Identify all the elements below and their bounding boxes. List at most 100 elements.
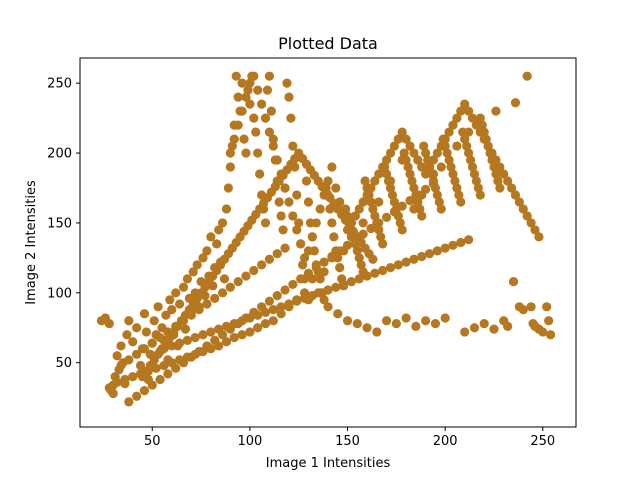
data-point <box>370 269 379 278</box>
data-point <box>353 319 362 328</box>
x-axis-label: Image 1 Intensities <box>266 456 391 471</box>
data-point <box>335 263 344 272</box>
y-axis-label: Image 2 Intensities <box>24 180 39 305</box>
data-point <box>542 302 551 311</box>
data-point <box>411 322 420 331</box>
data-point <box>386 176 395 185</box>
data-point <box>526 302 535 311</box>
data-point <box>323 302 332 311</box>
data-point <box>284 299 293 308</box>
data-point <box>175 299 184 308</box>
data-point <box>433 246 442 255</box>
data-point <box>292 225 301 234</box>
data-point <box>140 386 149 395</box>
data-point <box>368 255 377 264</box>
x-tick-label: 250 <box>530 434 555 449</box>
data-point <box>179 283 188 292</box>
data-point <box>132 323 141 332</box>
data-point <box>230 319 239 328</box>
data-point <box>175 339 184 348</box>
data-point <box>132 350 141 359</box>
y-tick-label: 50 <box>55 356 72 371</box>
data-point <box>120 375 129 384</box>
data-point <box>241 148 250 157</box>
data-point <box>534 232 543 241</box>
data-point <box>288 211 297 220</box>
data-point <box>124 316 133 325</box>
data-point <box>312 263 321 272</box>
data-point <box>402 313 411 322</box>
data-point <box>183 336 192 345</box>
data-point <box>124 397 133 406</box>
data-point <box>546 330 555 339</box>
data-point <box>372 327 381 336</box>
data-point <box>265 127 274 136</box>
data-point <box>253 86 262 95</box>
data-point <box>359 218 368 227</box>
data-point <box>237 316 246 325</box>
data-point <box>232 72 241 81</box>
y-tick-label: 100 <box>47 286 72 301</box>
data-point <box>142 327 151 336</box>
data-point <box>239 134 248 143</box>
data-point <box>273 249 282 258</box>
data-point <box>171 364 180 373</box>
data-point <box>140 309 149 318</box>
data-point <box>288 141 297 150</box>
y-tick-label: 200 <box>47 147 72 162</box>
data-point <box>257 260 266 269</box>
data-point <box>343 316 352 325</box>
data-point <box>234 120 243 129</box>
data-point <box>489 325 498 334</box>
data-point <box>378 266 387 275</box>
data-point <box>390 207 399 216</box>
data-point <box>230 333 239 342</box>
data-point <box>116 361 125 370</box>
data-point <box>409 204 418 213</box>
data-point <box>421 185 430 194</box>
data-point <box>503 322 512 331</box>
data-point <box>167 341 176 350</box>
data-point <box>374 197 383 206</box>
data-point <box>269 141 278 150</box>
data-point <box>312 218 321 227</box>
data-point <box>249 72 258 81</box>
data-point <box>257 100 266 109</box>
data-point <box>253 323 262 332</box>
data-point <box>284 197 293 206</box>
data-point <box>273 291 282 300</box>
data-point <box>226 283 235 292</box>
data-point <box>269 316 278 325</box>
data-point <box>302 176 311 185</box>
data-point <box>308 232 317 241</box>
data-point <box>202 299 211 308</box>
data-point <box>327 162 336 171</box>
data-point <box>206 232 215 241</box>
data-point <box>214 325 223 334</box>
data-point <box>409 255 418 264</box>
data-point <box>351 235 360 244</box>
data-point <box>280 243 289 252</box>
data-point <box>378 239 387 248</box>
data-point <box>382 316 391 325</box>
data-point <box>530 322 539 331</box>
data-point <box>261 114 270 123</box>
data-point <box>222 322 231 331</box>
data-point <box>265 72 274 81</box>
data-point <box>538 327 547 336</box>
data-point <box>251 127 260 136</box>
data-point <box>267 107 276 116</box>
data-point <box>237 330 246 339</box>
data-point <box>284 93 293 102</box>
data-point <box>277 302 286 311</box>
data-point <box>544 316 553 325</box>
data-point <box>105 319 114 328</box>
data-point <box>202 341 211 350</box>
data-point <box>275 197 284 206</box>
data-point <box>195 347 204 356</box>
data-point <box>210 336 219 345</box>
data-point <box>343 241 352 250</box>
data-point <box>398 202 407 211</box>
data-point <box>476 190 485 199</box>
